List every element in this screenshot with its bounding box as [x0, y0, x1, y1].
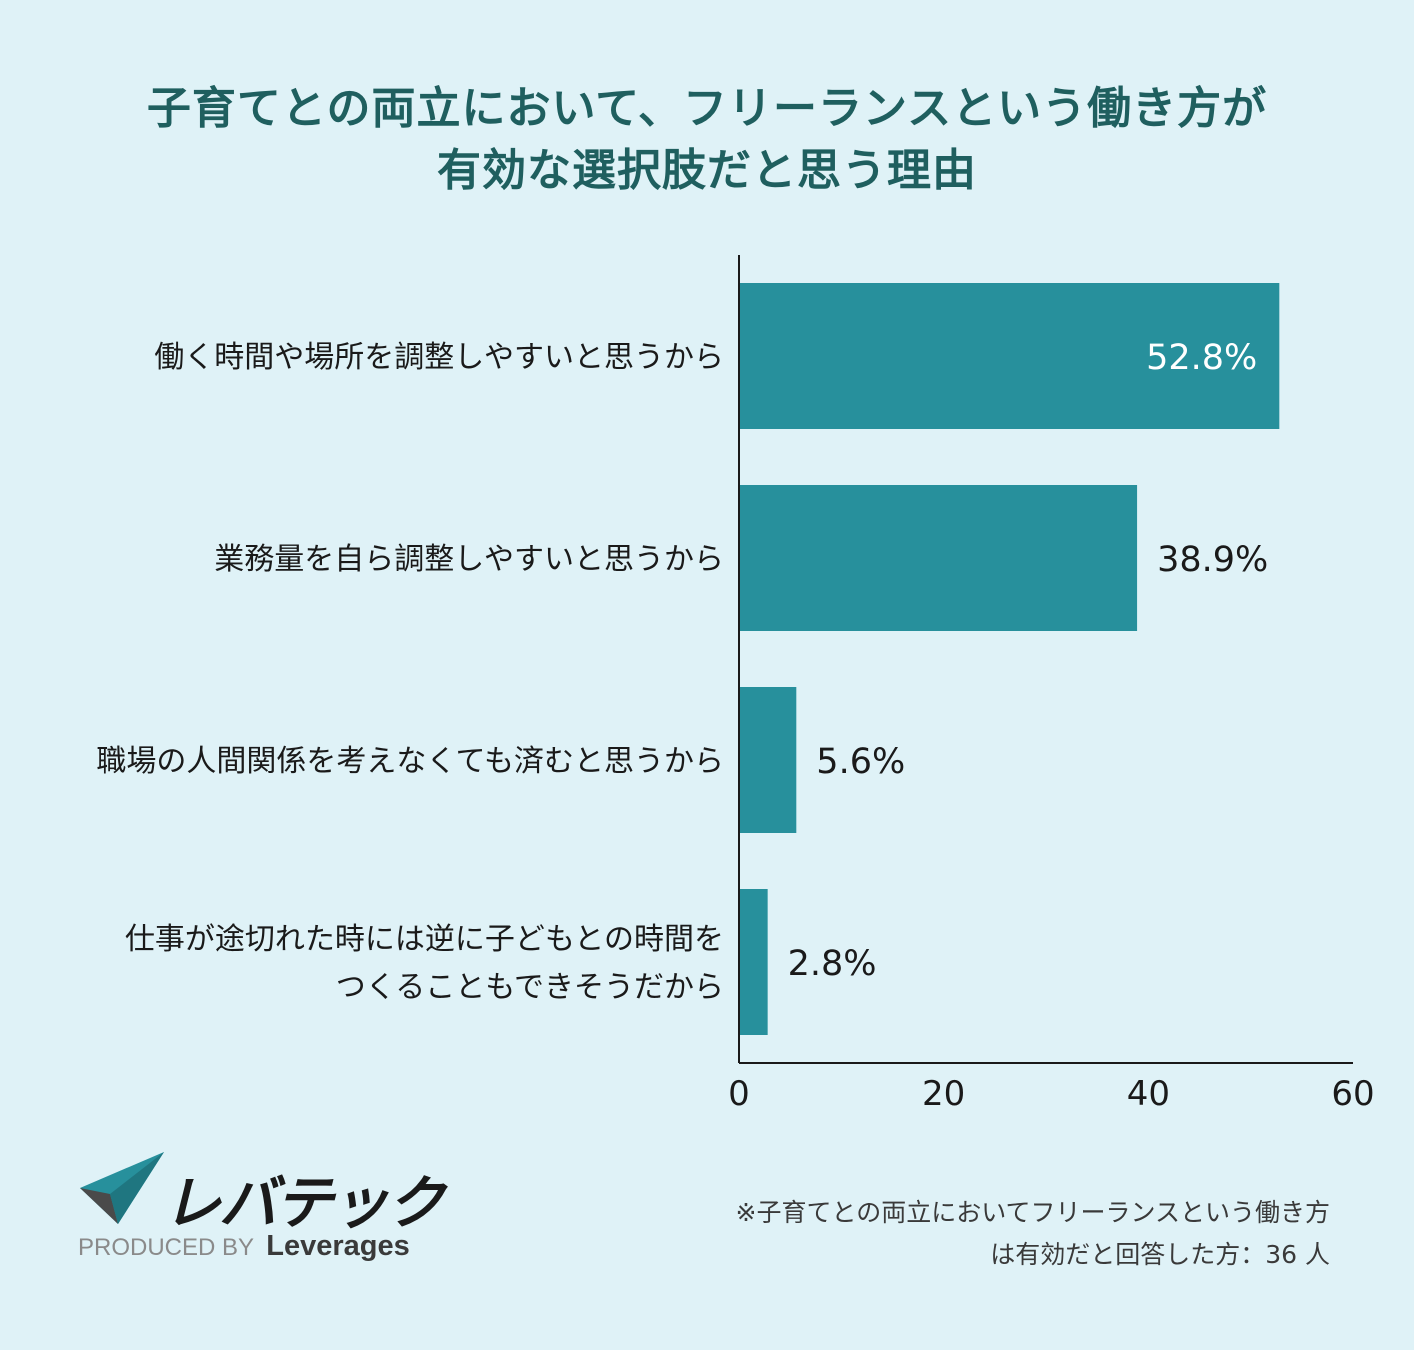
category-label-1: 働く時間や場所を調整しやすいと思うから [154, 340, 724, 375]
paper-plane-logo-icon [80, 1152, 164, 1224]
x-tick-label-20: 20 [922, 1074, 965, 1114]
category-label-2: 業務量を自ら調整しやすいと思うから [214, 542, 724, 577]
footnote-line-1: ※子育てとの両立においてフリーランスという働き方 [735, 1198, 1330, 1227]
chart-title-line-1: 子育てとの両立において、フリーランスという働き方が [146, 83, 1268, 134]
x-tick-label-40: 40 [1127, 1074, 1170, 1114]
chart-title-line-2: 有効な選択肢だと思う理由 [437, 145, 977, 196]
bar-2 [739, 485, 1138, 631]
produced-by-label: PRODUCED BY [78, 1234, 254, 1261]
data-label-1: 52.8% [1146, 338, 1257, 378]
brand-name: Leverages [266, 1230, 410, 1262]
produced-by-line: PRODUCED BY Leverages [78, 1230, 410, 1263]
bar-4 [739, 889, 768, 1035]
x-tick-label-0: 0 [728, 1074, 750, 1114]
data-label-3: 5.6% [816, 742, 905, 782]
data-label-2: 38.9% [1157, 540, 1268, 580]
logo-wordmark: レバテック [163, 1169, 445, 1237]
category-label-4-line-1: 仕事が途切れた時には逆に子どもとの時間を [125, 922, 724, 957]
x-tick-label-60: 60 [1331, 1074, 1374, 1114]
footnote: ※子育てとの両立においてフリーランスという働き方 は有効だと回答した方：36 人 [736, 1192, 1330, 1276]
footnote-line-2: は有効だと回答した方：36 人 [990, 1240, 1330, 1269]
category-label-3: 職場の人間関係を考えなくても済むと思うから [96, 744, 724, 779]
bar-1 [739, 283, 1280, 429]
data-label-4: 2.8% [788, 944, 877, 984]
category-label-4-line-2: つくることもできそうだから [336, 970, 724, 1005]
bar-3 [739, 687, 797, 833]
chart-title: 子育てとの両立において、フリーランスという働き方が 有効な選択肢だと思う理由 [0, 78, 1414, 202]
bar-chart: 働く時間や場所を調整しやすいと思うから 52.8% 業務量を自ら調整しやすいと思うか… [96, 255, 1375, 1114]
